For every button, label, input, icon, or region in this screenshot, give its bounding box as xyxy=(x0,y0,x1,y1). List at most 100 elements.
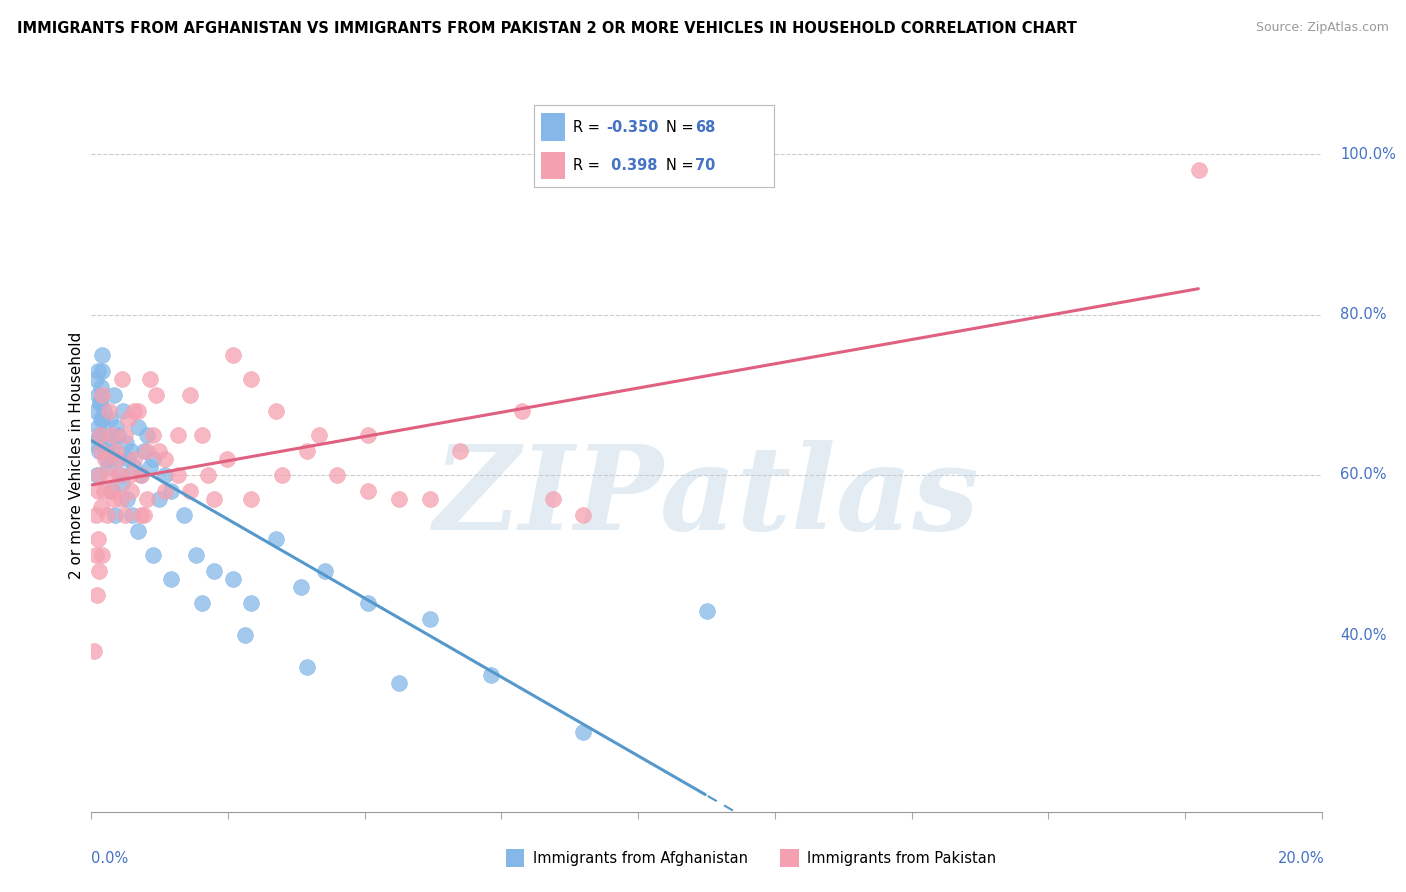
Point xyxy=(90,548,112,562)
Y-axis label: 2 or more Vehicles in Household: 2 or more Vehicles in Household xyxy=(69,331,84,579)
Point xyxy=(139,459,162,474)
Point xyxy=(191,428,214,442)
Point xyxy=(124,451,146,466)
Point xyxy=(112,404,135,418)
Point xyxy=(479,668,502,682)
Point xyxy=(89,444,111,458)
Point xyxy=(449,444,471,458)
Point xyxy=(89,396,111,410)
Point xyxy=(86,372,108,386)
Point xyxy=(308,428,330,442)
Point xyxy=(87,532,110,546)
Point xyxy=(166,428,188,442)
Point xyxy=(135,491,157,506)
Point xyxy=(166,467,188,482)
Point xyxy=(160,572,183,586)
Point xyxy=(90,412,112,426)
Point xyxy=(120,444,142,458)
Point xyxy=(388,491,411,506)
Point xyxy=(295,444,318,458)
Point xyxy=(572,508,595,522)
Point xyxy=(110,491,132,506)
Point xyxy=(107,451,129,466)
Point xyxy=(94,451,117,466)
Point xyxy=(222,572,245,586)
Point xyxy=(90,380,112,394)
Point xyxy=(114,428,136,442)
Point xyxy=(215,451,238,466)
Point xyxy=(110,467,132,482)
Point xyxy=(314,564,336,578)
Text: 0.0%: 0.0% xyxy=(91,851,128,865)
Point xyxy=(222,348,245,362)
Point xyxy=(135,444,157,458)
Point xyxy=(124,459,146,474)
Point xyxy=(90,364,112,378)
Point xyxy=(97,436,120,450)
Point xyxy=(184,548,207,562)
Point xyxy=(98,412,121,426)
Point xyxy=(118,467,141,482)
Point xyxy=(117,451,139,466)
Point xyxy=(86,548,108,562)
Point xyxy=(240,596,263,610)
Point xyxy=(83,644,105,658)
Point xyxy=(91,348,114,362)
Point xyxy=(86,420,108,434)
Point xyxy=(139,372,162,386)
Point xyxy=(240,372,263,386)
Point xyxy=(1187,163,1209,178)
Point xyxy=(145,388,167,402)
Point xyxy=(264,532,287,546)
Text: 100.0%: 100.0% xyxy=(1340,147,1396,161)
Point xyxy=(271,467,294,482)
Point xyxy=(97,404,120,418)
Point xyxy=(101,483,124,498)
Point xyxy=(148,444,170,458)
Point xyxy=(148,491,170,506)
Point xyxy=(114,508,136,522)
Point xyxy=(100,483,122,498)
Point xyxy=(510,404,533,418)
Point xyxy=(111,475,134,490)
Text: Source: ZipAtlas.com: Source: ZipAtlas.com xyxy=(1256,21,1389,34)
Point xyxy=(84,508,107,522)
Text: ZIPatlas: ZIPatlas xyxy=(433,441,980,555)
Point xyxy=(160,483,183,498)
Point xyxy=(153,467,177,482)
Point xyxy=(142,428,165,442)
Point xyxy=(179,388,201,402)
Point xyxy=(179,483,201,498)
Point xyxy=(86,588,108,602)
Text: 40.0%: 40.0% xyxy=(1340,628,1386,643)
Point xyxy=(695,604,717,618)
Point xyxy=(105,420,127,434)
Point xyxy=(100,428,122,442)
Point xyxy=(127,420,149,434)
Text: Immigrants from Pakistan: Immigrants from Pakistan xyxy=(807,851,997,865)
Text: Immigrants from Afghanistan: Immigrants from Afghanistan xyxy=(533,851,748,865)
Point xyxy=(132,508,155,522)
Point xyxy=(91,412,114,426)
Point xyxy=(89,564,111,578)
Point xyxy=(90,444,112,458)
Point xyxy=(87,428,110,442)
Point xyxy=(129,508,152,522)
Text: 60.0%: 60.0% xyxy=(1340,467,1386,483)
Point xyxy=(191,596,214,610)
Point xyxy=(86,483,108,498)
Point xyxy=(114,436,138,450)
Point xyxy=(84,404,107,418)
Point xyxy=(86,364,108,378)
Point xyxy=(97,459,120,474)
Point xyxy=(117,412,139,426)
Text: 20.0%: 20.0% xyxy=(1278,851,1324,865)
Point xyxy=(541,491,564,506)
Point xyxy=(572,724,595,739)
Point xyxy=(419,491,441,506)
Point xyxy=(87,467,110,482)
Point xyxy=(419,612,441,626)
Point xyxy=(96,451,118,466)
Point xyxy=(357,428,380,442)
Point xyxy=(388,676,411,690)
